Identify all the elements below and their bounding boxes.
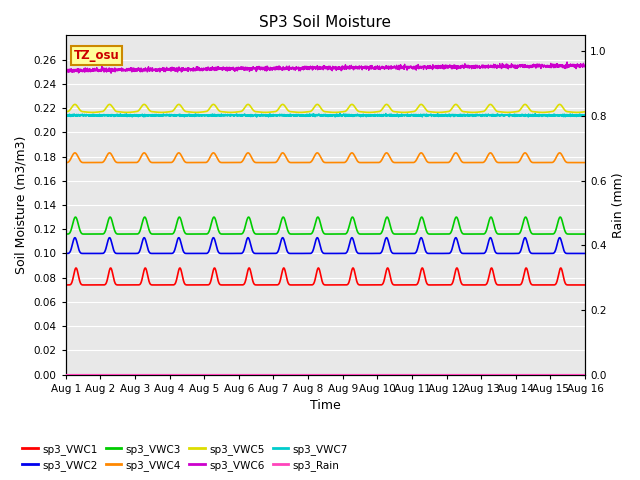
Title: SP3 Soil Moisture: SP3 Soil Moisture: [259, 15, 392, 30]
Text: TZ_osu: TZ_osu: [74, 49, 119, 62]
Y-axis label: Soil Moisture (m3/m3): Soil Moisture (m3/m3): [15, 136, 28, 274]
Legend: sp3_VWC1, sp3_VWC2, sp3_VWC3, sp3_VWC4, sp3_VWC5, sp3_VWC6, sp3_VWC7, sp3_Rain: sp3_VWC1, sp3_VWC2, sp3_VWC3, sp3_VWC4, …: [18, 439, 352, 475]
Y-axis label: Rain (mm): Rain (mm): [612, 172, 625, 238]
X-axis label: Time: Time: [310, 399, 340, 412]
